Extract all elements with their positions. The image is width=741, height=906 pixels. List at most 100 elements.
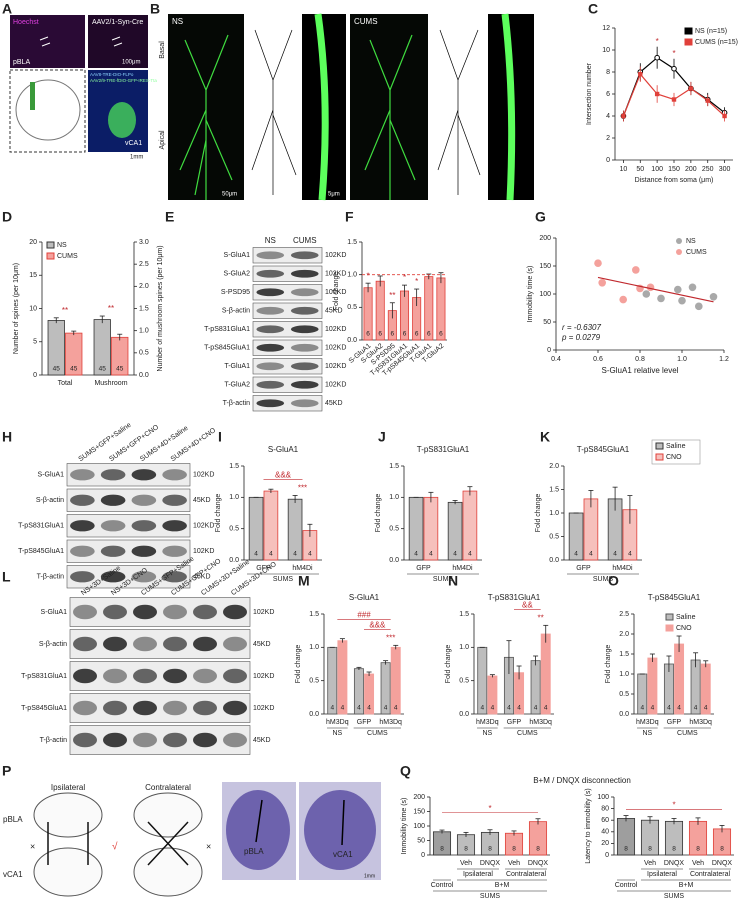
y-tick-label: 1.0 <box>389 494 399 501</box>
blot-band <box>133 604 157 620</box>
n-label: 6 <box>366 331 370 338</box>
blot-band <box>290 251 319 260</box>
size-label: 102KD <box>253 673 274 680</box>
n-label: 8 <box>488 846 492 853</box>
blot-band <box>223 604 247 620</box>
column-header: CUMS <box>293 236 317 245</box>
annotation: p = 0.0279 <box>561 333 601 342</box>
n-label: 4 <box>574 551 578 558</box>
y2-tick-label: 1.0 <box>139 328 149 335</box>
bar <box>337 640 348 715</box>
chart-title: B+M / DNQX disconnection <box>533 776 631 785</box>
panel-letter: Q <box>400 763 411 779</box>
annotation: r = -0.6307 <box>562 323 601 332</box>
point <box>657 294 665 303</box>
blot-band <box>290 325 319 334</box>
row-label: T-pS831GluA1 <box>204 326 250 333</box>
scale-label: 5μm <box>328 192 340 198</box>
blot-band <box>256 251 285 260</box>
x-tick-label: 100 <box>651 166 663 173</box>
panel-letter: J <box>378 429 386 445</box>
y-tick-label: 150 <box>413 808 425 815</box>
label: vCA1 <box>3 870 23 879</box>
y2-tick-label: 0.0 <box>139 372 149 379</box>
n-label: 4 <box>254 551 258 558</box>
brain-section <box>33 847 103 897</box>
y-tick-label: 0.0 <box>309 711 319 718</box>
blot-band <box>193 668 217 684</box>
n-label: 4 <box>480 705 484 712</box>
y-axis-title: Fold change <box>215 494 222 533</box>
blot-strip <box>66 539 191 563</box>
x-tick-label: hM4Di <box>612 565 633 572</box>
y-axis-title: Immobility time (s) <box>401 798 408 855</box>
panel-letter: N <box>448 573 458 589</box>
fit-line <box>597 276 714 303</box>
legend-swatch <box>665 624 674 632</box>
panel-letter: O <box>608 573 619 589</box>
blot-band <box>100 469 126 481</box>
n-label: 4 <box>414 551 418 558</box>
annotation: * <box>367 271 370 280</box>
brain-section <box>133 792 203 838</box>
blot-band <box>162 520 187 532</box>
blot-strip <box>69 661 251 691</box>
marker <box>705 98 710 103</box>
n-label: 4 <box>544 705 548 712</box>
marker <box>671 65 677 72</box>
group-label: Control <box>431 882 454 889</box>
y-tick-label: 4 <box>606 113 610 120</box>
x-tick-label: hM4Di <box>452 565 473 572</box>
legend-swatch <box>46 252 55 260</box>
blot-band <box>256 380 285 389</box>
y2-tick-label: 0.5 <box>139 350 149 357</box>
blot-strip <box>69 693 251 723</box>
point <box>695 302 703 311</box>
y-tick-label: 100 <box>413 823 425 830</box>
n-label: 8 <box>672 846 676 853</box>
y-tick-label: 0.0 <box>549 557 559 564</box>
scale-label: 100μm <box>122 60 140 66</box>
blot-band <box>256 343 285 352</box>
annotation: &&& <box>275 471 292 480</box>
blot-band <box>70 494 95 506</box>
n-label: 4 <box>293 551 297 558</box>
annotation: * <box>672 49 675 58</box>
y-tick-label: 60 <box>601 817 609 824</box>
legend-label: NS (n=15) <box>695 28 727 35</box>
n-label: 6 <box>378 331 382 338</box>
size-label: 45KD <box>193 497 211 504</box>
blot-band <box>73 636 97 652</box>
size-label: 45KD <box>253 737 271 744</box>
blot-band <box>256 269 285 278</box>
blot-band <box>73 604 97 620</box>
x-tick-label: 200 <box>685 166 697 173</box>
legend-label: Saline <box>676 614 696 621</box>
n-label: 8 <box>648 846 652 853</box>
label: AAV2/9-TRE-fDIO-GFP-IRES-Tta <box>90 78 157 83</box>
n-label: 4 <box>429 551 433 558</box>
blot-band <box>162 469 187 481</box>
header: Ipsilateral <box>51 783 85 792</box>
label: Apical <box>159 130 166 150</box>
row-label: T-β-actin <box>40 737 67 744</box>
arrow <box>39 36 123 47</box>
blot-band <box>163 636 187 652</box>
label: vCA1 <box>333 850 353 859</box>
y-tick-label: 0.5 <box>619 691 629 698</box>
n-label: 4 <box>704 705 708 712</box>
x-tick-label: GFP <box>357 719 372 726</box>
y-tick-label: 2 <box>606 135 610 142</box>
panel-letter: P <box>2 763 11 779</box>
group-label: SUMS <box>480 893 501 900</box>
y-tick-label: 1.0 <box>229 494 239 501</box>
y-tick-label: 6 <box>606 91 610 98</box>
blot-band <box>163 700 187 716</box>
dendrite <box>501 13 516 201</box>
blot-band <box>290 343 319 352</box>
y-tick-label: 10 <box>29 305 37 312</box>
x-tick-label: hM3Dq <box>529 719 552 726</box>
blot-band <box>290 399 319 408</box>
mark: × <box>30 841 35 851</box>
